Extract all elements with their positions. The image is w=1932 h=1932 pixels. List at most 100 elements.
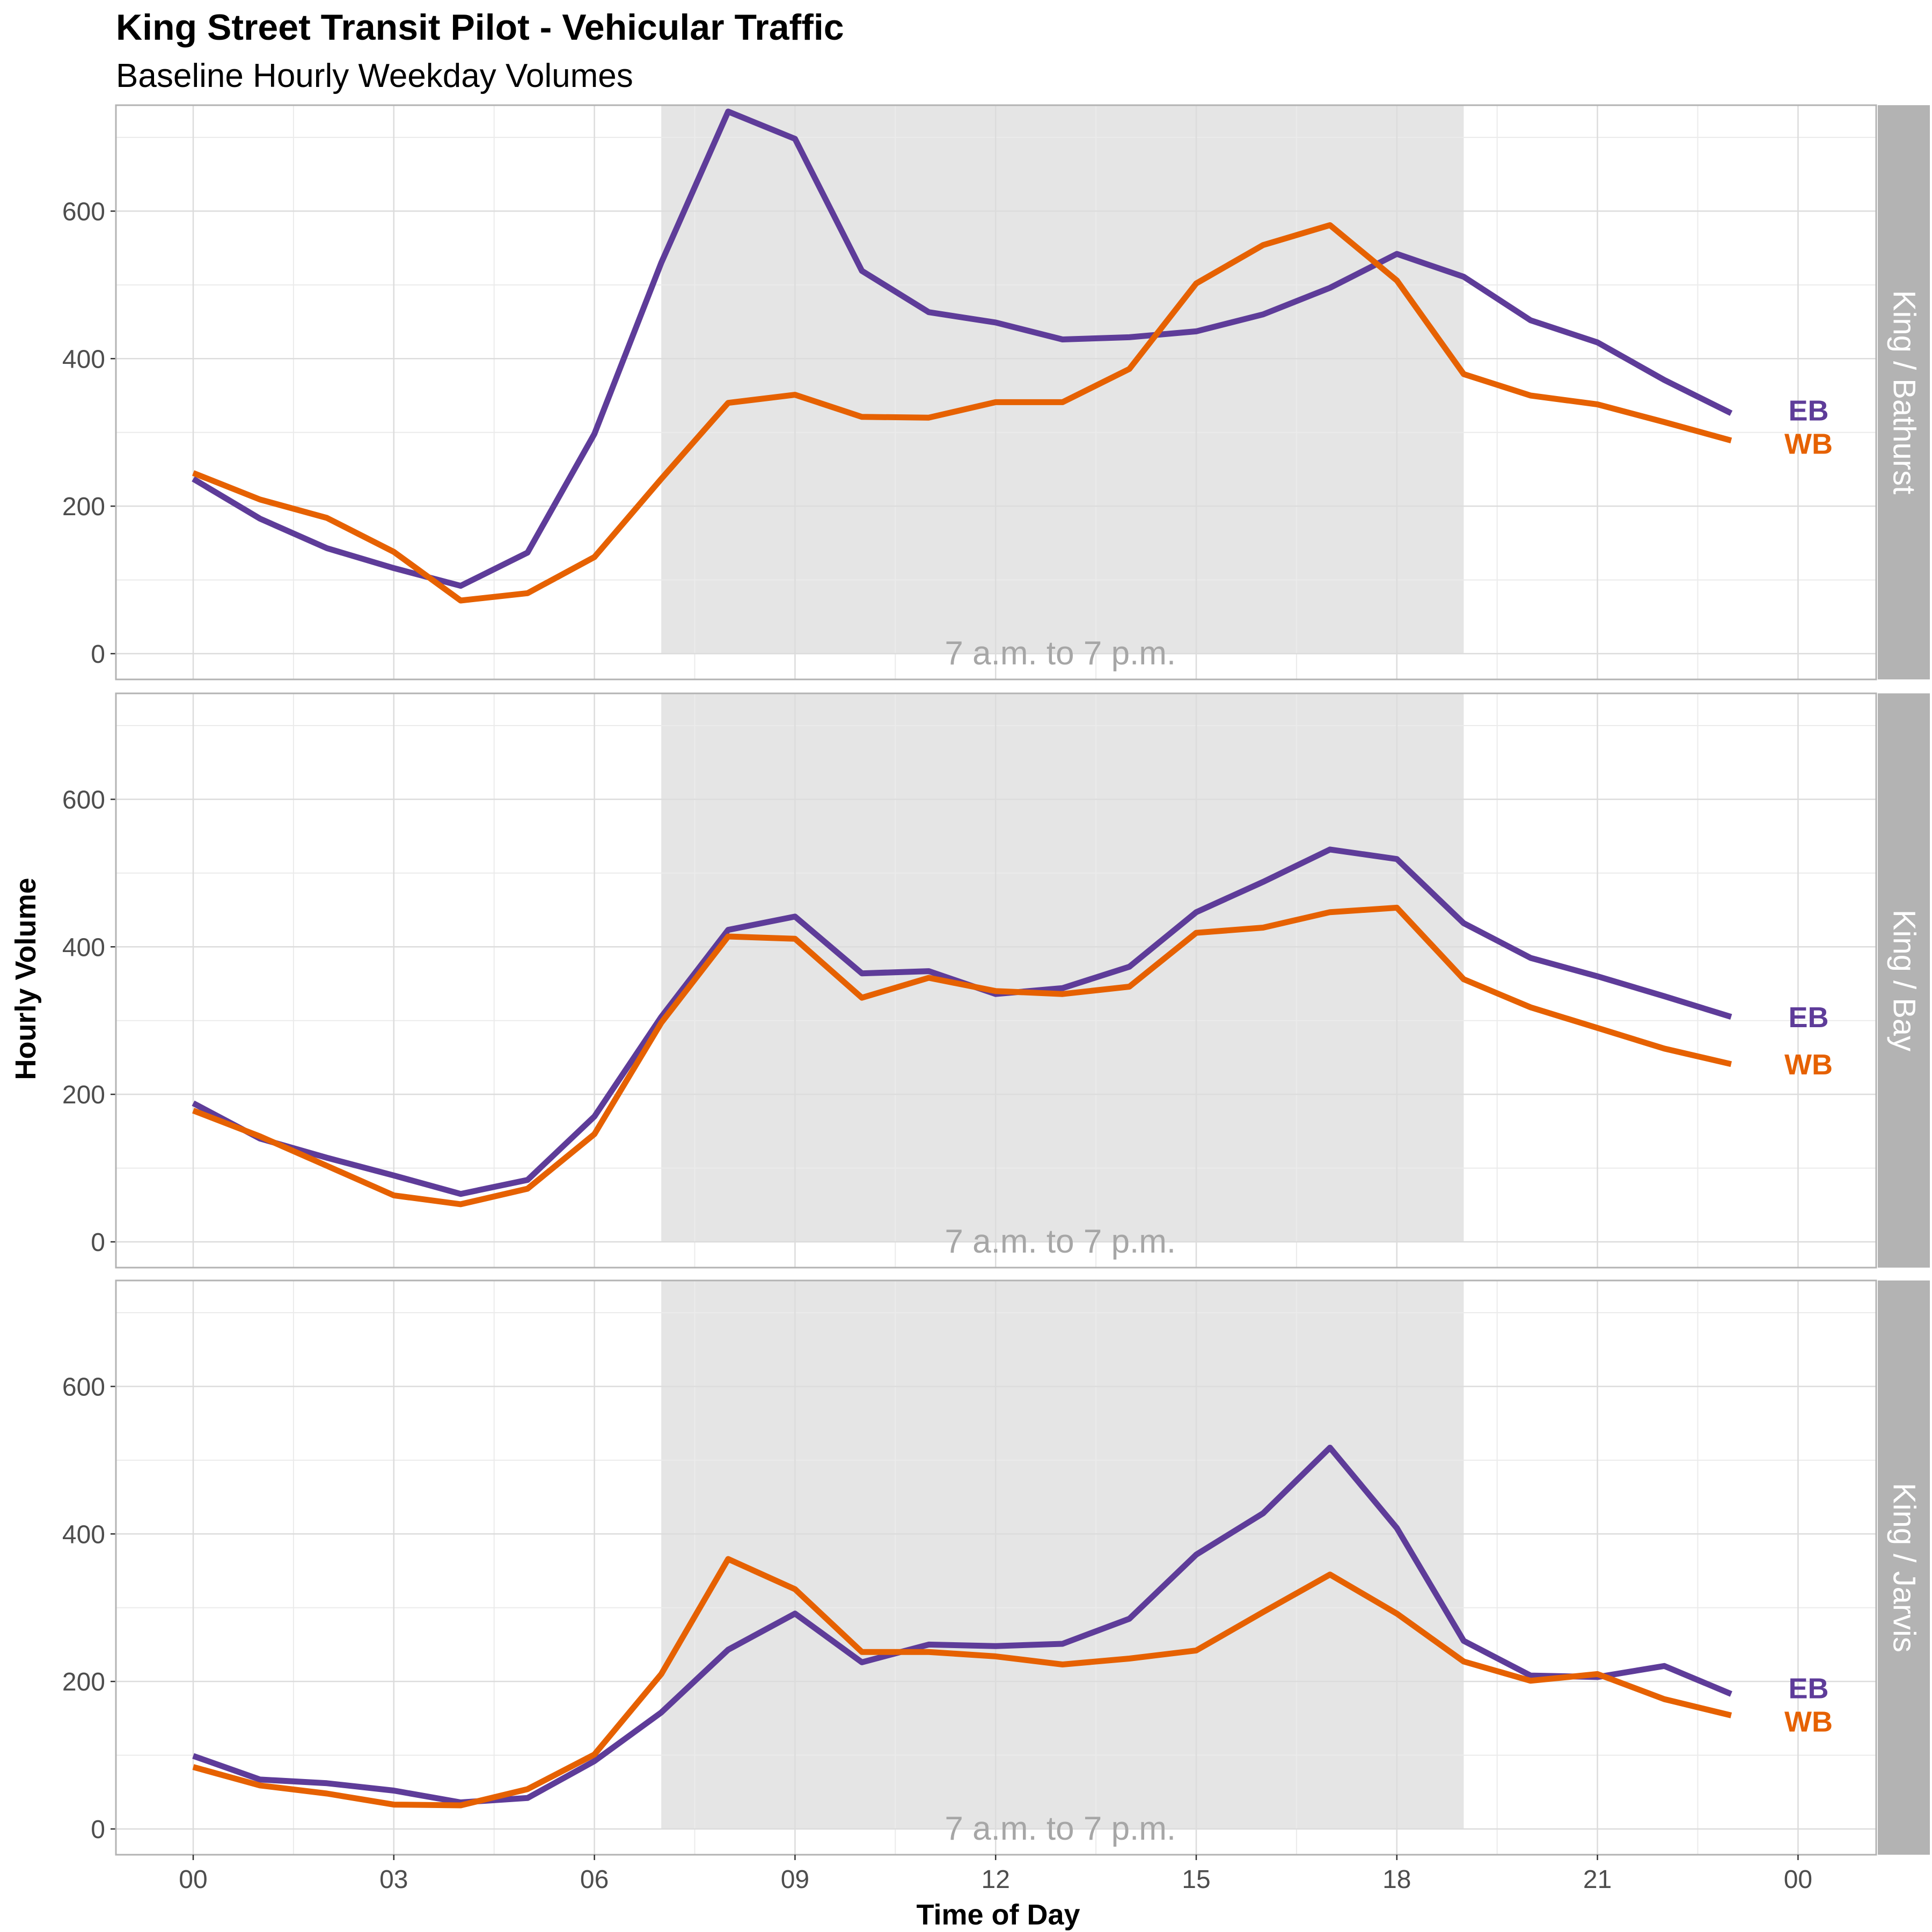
data-point-eb — [1728, 410, 1735, 416]
data-point-wb — [792, 1586, 798, 1592]
data-point-eb — [1661, 377, 1667, 383]
y-tick-label: 0 — [91, 1228, 105, 1257]
data-point-wb — [324, 515, 330, 521]
data-point-wb — [1527, 392, 1534, 399]
x-tick-label: 00 — [1784, 1865, 1812, 1894]
data-point-eb — [524, 1177, 531, 1183]
data-point-eb — [1126, 1615, 1132, 1622]
data-point-wb — [1193, 280, 1199, 287]
data-point-eb — [324, 545, 330, 551]
y-tick-label: 600 — [62, 197, 105, 226]
series-line-wb — [192, 904, 1732, 1208]
chart-title: King Street Transit Pilot - Vehicular Tr… — [116, 7, 844, 48]
band-label: 7 a.m. to 7 p.m. — [945, 635, 1176, 672]
data-point-wb — [1460, 371, 1467, 377]
y-tick-label: 400 — [62, 345, 105, 374]
data-point-wb — [1260, 925, 1267, 931]
data-point-eb — [1661, 993, 1667, 999]
data-point-wb — [926, 975, 932, 981]
data-point-eb — [658, 1709, 664, 1716]
data-point-eb — [257, 515, 264, 522]
data-point-wb — [1728, 1061, 1735, 1067]
x-tick-label: 09 — [781, 1865, 809, 1894]
data-point-wb — [1126, 1656, 1132, 1662]
data-point-wb — [591, 554, 598, 560]
data-point-eb — [926, 1641, 932, 1648]
facet-strip — [1878, 1280, 1930, 1855]
data-point-eb — [1728, 1690, 1735, 1697]
data-point-wb — [524, 1786, 531, 1792]
x-tick-label: 06 — [580, 1865, 609, 1894]
facet-strip — [1878, 105, 1930, 679]
chart-subtitle: Baseline Hourly Weekday Volumes — [116, 57, 633, 94]
data-point-eb — [725, 108, 731, 115]
data-point-eb — [391, 565, 397, 572]
data-point-eb — [992, 319, 999, 326]
data-point-eb — [1527, 317, 1534, 324]
data-point-wb — [1527, 1678, 1534, 1684]
data-point-eb — [1394, 856, 1400, 862]
data-point-wb — [658, 1671, 664, 1677]
data-point-wb — [391, 548, 397, 555]
data-point-eb — [1327, 1444, 1333, 1451]
data-point-wb — [1728, 437, 1735, 444]
data-point-wb — [926, 414, 932, 421]
data-point-eb — [1260, 1510, 1267, 1517]
data-point-eb — [1059, 1641, 1066, 1647]
data-point-eb — [1394, 1525, 1400, 1531]
data-point-eb — [1126, 963, 1132, 970]
panel-border — [115, 104, 1877, 680]
data-point-wb — [524, 590, 531, 596]
y-tick-label: 600 — [62, 786, 105, 814]
data-point-wb — [1193, 1647, 1199, 1653]
data-point-eb — [792, 1611, 798, 1617]
data-point-eb — [1460, 274, 1467, 280]
x-axis: 00 03 06 09 12 15 18 21 00 — [179, 1855, 1812, 1894]
data-point-wb — [1594, 401, 1601, 407]
data-point-eb — [725, 1646, 731, 1653]
data-point-wb — [257, 1133, 264, 1139]
data-point-wb — [859, 1649, 865, 1655]
data-point-eb — [725, 927, 731, 933]
data-point-eb — [190, 1100, 196, 1107]
data-point-eb — [658, 260, 664, 266]
data-point-eb — [1193, 328, 1199, 334]
data-point-wb — [725, 933, 731, 940]
data-point-eb — [524, 550, 531, 556]
data-point-eb — [1460, 920, 1467, 926]
series-end-label-eb: EB — [1788, 1672, 1828, 1704]
highlight-band — [661, 105, 1464, 654]
panel-1: 0 200 400 600 7 a.m. to 7 p.m. EB WB King / Bay — [62, 692, 1930, 1269]
series-line-wb — [192, 1556, 1732, 1809]
data-point-wb — [1527, 1004, 1534, 1011]
x-tick-label: 21 — [1583, 1865, 1612, 1894]
data-point-wb — [658, 475, 664, 482]
data-point-wb — [591, 1751, 598, 1758]
series-end-label-eb: EB — [1788, 1001, 1828, 1034]
data-point-wb — [1728, 1712, 1735, 1718]
facet-strip — [1878, 693, 1930, 1268]
data-point-wb — [457, 1201, 464, 1208]
series-end-label-wb: WB — [1784, 428, 1833, 460]
y-tick-label: 200 — [62, 493, 105, 521]
data-point-wb — [1260, 242, 1267, 248]
y-tick-label: 600 — [62, 1373, 105, 1401]
data-point-eb — [391, 1788, 397, 1794]
data-point-wb — [1394, 1611, 1400, 1617]
data-point-eb — [457, 583, 464, 589]
data-point-wb — [926, 1649, 932, 1655]
data-point-eb — [591, 430, 598, 437]
x-tick-label: 00 — [179, 1865, 207, 1894]
y-tick-label: 400 — [62, 933, 105, 962]
data-point-eb — [1594, 339, 1601, 346]
band-label: 7 a.m. to 7 p.m. — [945, 1810, 1176, 1847]
data-point-wb — [257, 1782, 264, 1789]
data-point-eb — [926, 309, 932, 316]
data-point-wb — [1126, 366, 1132, 372]
data-point-wb — [725, 400, 731, 406]
data-point-eb — [1260, 879, 1267, 885]
data-point-eb — [1059, 336, 1066, 343]
